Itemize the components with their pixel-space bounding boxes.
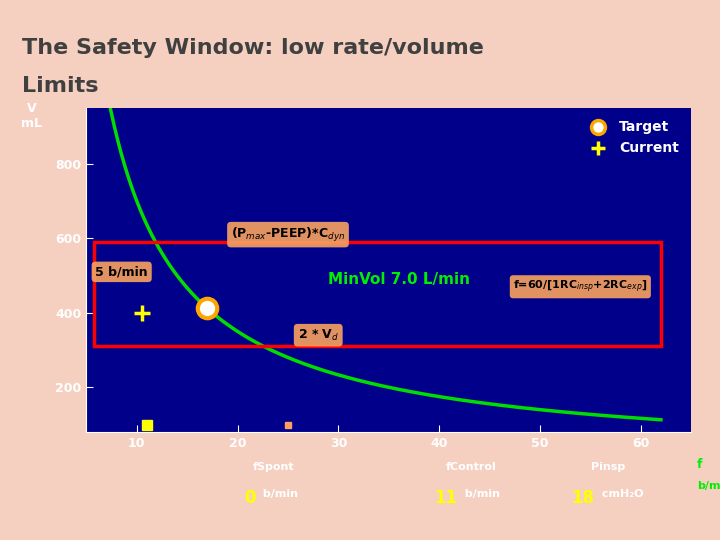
Text: 5 b/min: 5 b/min [95,265,148,278]
Text: fSpont: fSpont [253,462,294,472]
Text: 11: 11 [434,489,457,507]
Text: MinVol 7.0 L/min: MinVol 7.0 L/min [328,272,470,287]
Text: Limits: Limits [22,76,98,96]
Text: Pinsp: Pinsp [591,462,626,472]
Text: b/min: b/min [461,489,500,499]
Text: 0: 0 [244,489,256,507]
Text: (P$_{max}$-PEEP)*C$_{dyn}$: (P$_{max}$-PEEP)*C$_{dyn}$ [231,226,345,244]
Text: cmH₂O: cmH₂O [598,489,643,499]
Text: b/min: b/min [697,481,720,491]
Text: f: f [697,458,703,471]
Text: 18: 18 [571,489,594,507]
Text: V
mL: V mL [22,102,42,130]
Text: 2 * V$_d$: 2 * V$_d$ [297,328,339,343]
Text: fControl: fControl [446,462,497,472]
Text: f=60/[1RC$_{insp}$+2RC$_{exp}$]: f=60/[1RC$_{insp}$+2RC$_{exp}$] [513,279,647,295]
Text: The Safety Window: low rate/volume: The Safety Window: low rate/volume [22,38,483,58]
Text: b/min: b/min [259,489,298,499]
Bar [94,242,661,346]
Legend: Target, Current: Target, Current [579,115,684,161]
